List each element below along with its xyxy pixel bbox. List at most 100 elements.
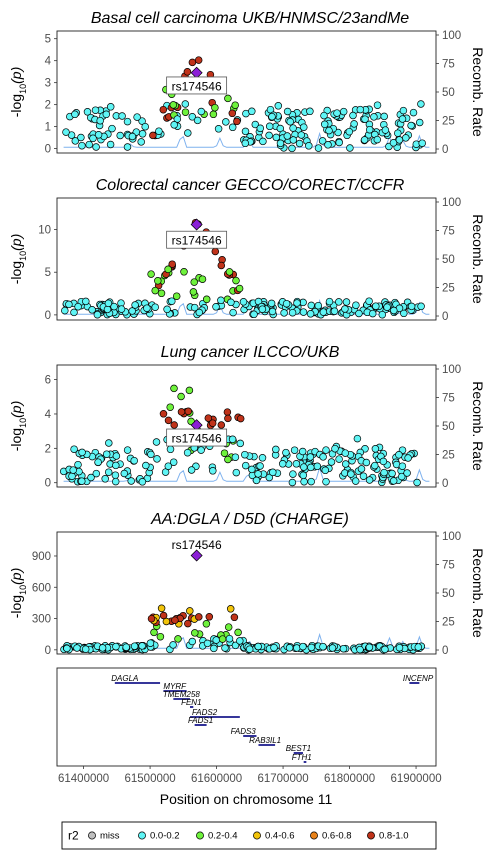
snp-point: [116, 131, 124, 140]
snp-point: [88, 306, 96, 314]
snp-point: [320, 120, 329, 129]
snp-point: [171, 616, 179, 624]
snp-point: [324, 141, 332, 149]
recomb-tick-label: 25: [442, 450, 455, 462]
snp-point: [154, 277, 162, 285]
y-tick-label: 0: [45, 478, 51, 490]
gene-label: FTH1: [292, 753, 312, 762]
snp-point: [234, 628, 242, 637]
snp-point: [388, 469, 396, 478]
snp-point: [71, 137, 80, 145]
snp-point: [69, 466, 77, 474]
x-axis-title: Position on chromosome 11: [160, 791, 333, 807]
snp-point: [197, 107, 206, 116]
snp-point: [292, 460, 301, 468]
recomb-tick-label: 0: [442, 478, 448, 490]
snp-point: [223, 408, 232, 416]
snp-point: [357, 465, 366, 473]
snp-point: [170, 121, 178, 129]
snp-point: [183, 448, 192, 457]
snp-point: [236, 439, 245, 448]
snp-point: [370, 113, 378, 121]
snp-point: [198, 275, 207, 283]
snp-point: [177, 392, 185, 401]
snp-point: [217, 261, 226, 270]
snp-point: [236, 414, 245, 423]
snp-point: [248, 107, 256, 116]
snp-point: [105, 439, 113, 447]
snp-point: [177, 408, 186, 416]
legend-swatch: [310, 831, 318, 840]
snp-point: [164, 416, 173, 425]
snp-point: [268, 112, 276, 121]
snp-point: [218, 635, 227, 643]
snp-point: [188, 113, 197, 121]
y-tick-label: 0: [45, 645, 51, 657]
snp-point: [334, 128, 342, 137]
y-tick-label: 2: [45, 443, 51, 455]
snp-point: [102, 110, 111, 119]
snp-point: [349, 111, 357, 120]
snp-point: [418, 139, 426, 147]
snp-point: [274, 102, 283, 110]
recomb-axis-title: Recomb. Rate: [470, 214, 486, 304]
panel-3: Lung cancer ILCCO/UKB 0 2 4 6 0 25 50 75 100 -log1…: [8, 344, 486, 490]
lead-snp-label-text: rs174546: [172, 79, 222, 93]
snp-point: [283, 132, 292, 140]
gene-label: INCENP: [403, 674, 434, 683]
snp-point: [146, 639, 155, 647]
y-tick-label: 6: [45, 375, 51, 387]
snp-point: [236, 637, 244, 645]
gene-label: TMEM258: [163, 690, 200, 699]
snp-point: [371, 445, 380, 453]
y-tick-label: 3: [45, 78, 51, 90]
lead-snp-label-text: rs174546: [172, 538, 222, 552]
snp-point: [239, 298, 248, 306]
snp-point: [181, 100, 190, 108]
snp-point: [70, 308, 78, 317]
snp-point: [155, 127, 163, 135]
snp-point: [61, 306, 69, 315]
snp-point: [92, 143, 100, 151]
y-tick-label: 5: [45, 34, 51, 46]
snp-point: [289, 470, 297, 478]
snp-point: [341, 449, 350, 457]
snp-point: [307, 477, 315, 486]
snp-point: [217, 296, 225, 305]
snp-point: [395, 643, 404, 652]
gene-label: FEN1: [181, 698, 201, 707]
snp-point: [351, 477, 360, 485]
snp-point: [333, 109, 341, 117]
recomb-tick-label: 0: [442, 645, 448, 657]
snp-point: [307, 463, 315, 472]
lead-snp-label: rs174546: [166, 428, 228, 447]
snp-point: [265, 122, 274, 131]
snp-point: [94, 458, 102, 466]
snp-point: [345, 127, 354, 136]
snp-point: [335, 298, 343, 306]
panel-title: Lung cancer ILCCO/UKB: [161, 344, 340, 361]
x-tick-label: 61800000: [324, 773, 375, 785]
snp-point: [286, 117, 294, 126]
x-tick-label: 61500000: [125, 773, 176, 785]
legend-swatch: [196, 831, 204, 840]
snp-point: [164, 462, 173, 470]
legend-title: r2: [68, 829, 79, 843]
snp-point: [359, 472, 368, 480]
snp-point: [138, 130, 147, 138]
snp-point: [319, 642, 327, 651]
y-tick-label: 900: [32, 551, 51, 563]
snp-point: [204, 414, 213, 422]
snp-point: [314, 301, 323, 310]
snp-point: [156, 632, 165, 641]
snp-point: [170, 421, 178, 429]
snp-point: [138, 642, 146, 650]
snp-point: [133, 113, 141, 121]
snp-point: [190, 278, 198, 286]
snp-point: [390, 306, 398, 315]
gene-label: RAB3IL1: [249, 736, 281, 745]
snp-point: [127, 477, 135, 485]
y-tick-label: 5: [45, 267, 51, 279]
legend-swatch: [253, 831, 261, 840]
snp-point: [147, 270, 155, 278]
